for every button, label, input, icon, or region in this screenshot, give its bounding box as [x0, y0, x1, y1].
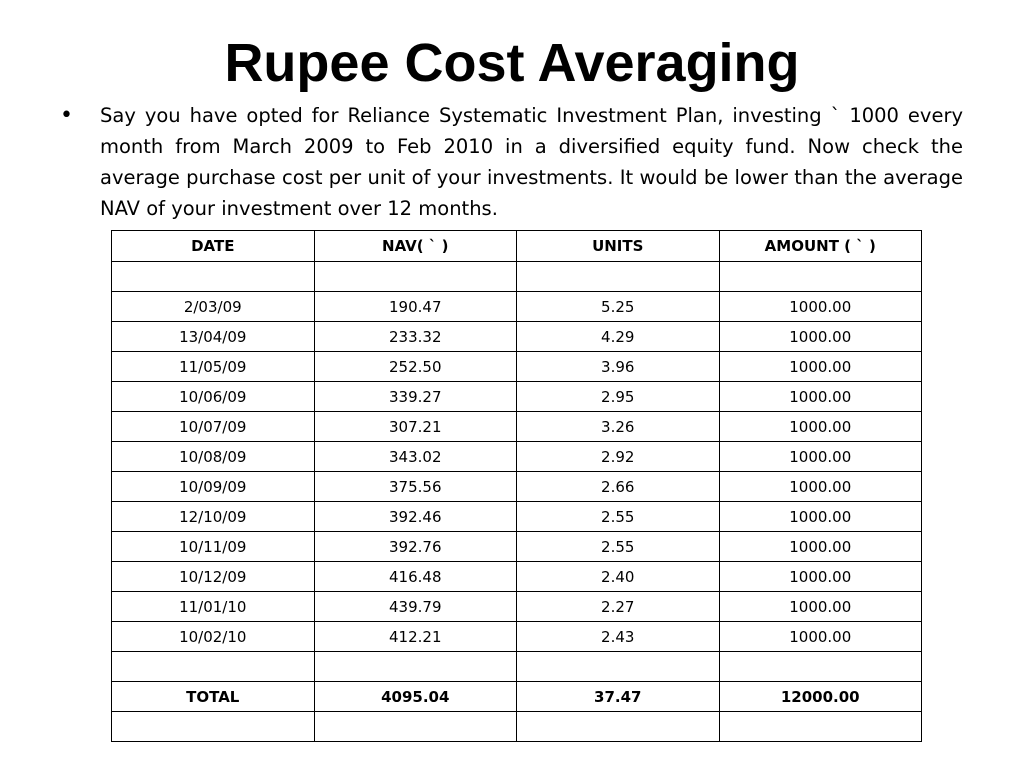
table-cell-empty: [516, 651, 720, 682]
cell-date: 11/01/10: [111, 591, 315, 622]
table-row-empty: [111, 711, 922, 742]
cell-units: 2.43: [516, 621, 720, 652]
cell-nav: 416.48: [313, 561, 517, 592]
table-row: 11/01/10 439.79 2.27 1000.00: [111, 591, 922, 622]
table-row: 10/11/09 392.76 2.55 1000.00: [111, 531, 922, 562]
table-total-row: TOTAL 4095.04 37.47 12000.00: [111, 681, 922, 712]
table-cell-empty: [718, 261, 922, 292]
bullet-text: Say you have opted for Reliance Systemat…: [100, 104, 963, 220]
cell-nav: 339.27: [313, 381, 517, 412]
bullet-point: • Say you have opted for Reliance System…: [60, 100, 963, 224]
cell-date: 10/07/09: [111, 411, 315, 442]
cell-amount: 1000.00: [718, 381, 922, 412]
cell-nav: 439.79: [313, 591, 517, 622]
bullet-icon: •: [60, 103, 73, 128]
table-row: 11/05/09 252.50 3.96 1000.00: [111, 351, 922, 382]
cell-amount: 1000.00: [718, 471, 922, 502]
table-row: 2/03/09 190.47 5.25 1000.00: [111, 291, 922, 322]
cell-units: 2.55: [516, 501, 720, 532]
cell-amount: 1000.00: [718, 531, 922, 562]
cell-nav: 190.47: [313, 291, 517, 322]
cell-units: 4.29: [516, 321, 720, 352]
cell-nav: 375.56: [313, 471, 517, 502]
table-row: 10/07/09 307.21 3.26 1000.00: [111, 411, 922, 442]
cell-nav: 392.76: [313, 531, 517, 562]
table-row-empty: [111, 261, 922, 292]
table-cell-empty: [718, 711, 922, 742]
cell-amount: 1000.00: [718, 561, 922, 592]
cell-date: 10/02/10: [111, 621, 315, 652]
slide-title: Rupee Cost Averaging: [224, 33, 800, 93]
table-cell-empty: [718, 651, 922, 682]
header-units: UNITS: [516, 230, 720, 262]
table-row: 10/08/09 343.02 2.92 1000.00: [111, 441, 922, 472]
table-cell-empty: [313, 651, 517, 682]
cell-amount: 1000.00: [718, 501, 922, 532]
table-cell-empty: [313, 261, 517, 292]
table-cell-empty: [111, 651, 315, 682]
table-row: 10/02/10 412.21 2.43 1000.00: [111, 621, 922, 652]
cell-units: 3.26: [516, 411, 720, 442]
cell-nav: 412.21: [313, 621, 517, 652]
cell-date: 2/03/09: [111, 291, 315, 322]
table-row: 13/04/09 233.32 4.29 1000.00: [111, 321, 922, 352]
cell-amount: 1000.00: [718, 351, 922, 382]
cell-nav: 252.50: [313, 351, 517, 382]
header-amount: AMOUNT ( ` ): [718, 230, 922, 262]
table-cell-empty: [111, 261, 315, 292]
cell-units: 2.27: [516, 591, 720, 622]
cell-amount: 1000.00: [718, 621, 922, 652]
cell-nav: 233.32: [313, 321, 517, 352]
header-nav: NAV( ` ): [313, 230, 517, 262]
cell-amount: 1000.00: [718, 441, 922, 472]
table-cell-empty: [516, 711, 720, 742]
total-units: 37.47: [516, 681, 720, 712]
cell-nav: 392.46: [313, 501, 517, 532]
table-row: 10/09/09 375.56 2.66 1000.00: [111, 471, 922, 502]
cell-amount: 1000.00: [718, 291, 922, 322]
cell-date: 13/04/09: [111, 321, 315, 352]
cell-units: 2.55: [516, 531, 720, 562]
cell-amount: 1000.00: [718, 321, 922, 352]
cell-amount: 1000.00: [718, 591, 922, 622]
total-label: TOTAL: [111, 681, 315, 712]
cell-nav: 307.21: [313, 411, 517, 442]
table-row: 12/10/09 392.46 2.55 1000.00: [111, 501, 922, 532]
table-cell-empty: [313, 711, 517, 742]
cell-units: 3.96: [516, 351, 720, 382]
cell-units: 2.66: [516, 471, 720, 502]
cell-date: 12/10/09: [111, 501, 315, 532]
cell-date: 10/11/09: [111, 531, 315, 562]
total-amount: 12000.00: [718, 681, 922, 712]
cell-date: 10/09/09: [111, 471, 315, 502]
table-row: 10/06/09 339.27 2.95 1000.00: [111, 381, 922, 412]
investment-table: DATE NAV( ` ) UNITS AMOUNT ( ` ) 2/03/09…: [111, 230, 922, 742]
cell-amount: 1000.00: [718, 411, 922, 442]
cell-units: 2.40: [516, 561, 720, 592]
cell-units: 2.92: [516, 441, 720, 472]
table-cell-empty: [516, 261, 720, 292]
cell-date: 10/12/09: [111, 561, 315, 592]
cell-nav: 343.02: [313, 441, 517, 472]
cell-units: 2.95: [516, 381, 720, 412]
cell-units: 5.25: [516, 291, 720, 322]
cell-date: 10/06/09: [111, 381, 315, 412]
header-date: DATE: [111, 230, 315, 262]
cell-date: 10/08/09: [111, 441, 315, 472]
table-cell-empty: [111, 711, 315, 742]
total-nav: 4095.04: [313, 681, 517, 712]
cell-date: 11/05/09: [111, 351, 315, 382]
table-row-empty: [111, 651, 922, 682]
table-header-row: DATE NAV( ` ) UNITS AMOUNT ( ` ): [111, 230, 922, 262]
table-row: 10/12/09 416.48 2.40 1000.00: [111, 561, 922, 592]
